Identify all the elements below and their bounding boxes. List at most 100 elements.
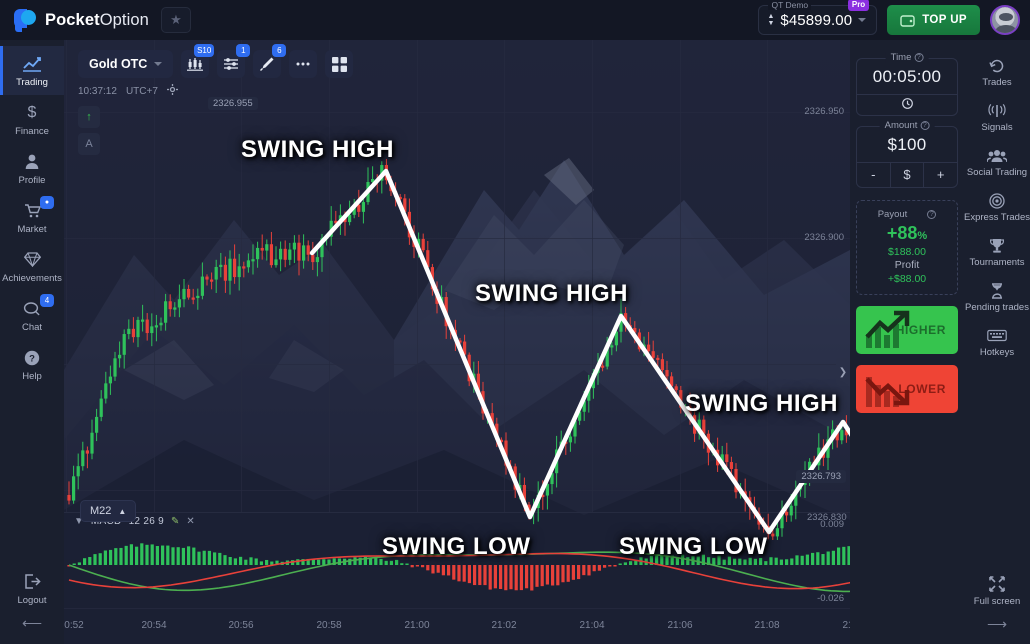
- indicators-button[interactable]: 1: [217, 44, 251, 78]
- time-axis: 0:52 20:54 20:56 20:58 21:00 21:02 21:04…: [64, 608, 850, 644]
- indicators-badge: 1: [236, 44, 251, 57]
- sidebar-item-profile[interactable]: Profile: [0, 144, 64, 193]
- chevron-down-icon[interactable]: [858, 18, 867, 22]
- account-balance-selector[interactable]: QT Demo Pro ▲ ▼ $45899.00: [758, 0, 878, 35]
- chart-clock: 10:37:12: [78, 85, 117, 97]
- balance-amount: $45899.00: [780, 11, 853, 29]
- question-circle-icon[interactable]: ?: [927, 210, 937, 219]
- drawing-tools-button[interactable]: 6: [253, 44, 287, 78]
- pocket-option-logo-icon: [14, 9, 36, 32]
- layout-button[interactable]: [325, 50, 354, 78]
- gridline-vertical: [592, 40, 593, 512]
- time-value[interactable]: 00:05:00: [872, 67, 942, 86]
- sidebar-item-trading[interactable]: Trading: [0, 46, 64, 95]
- fullscreen-icon: [989, 575, 1005, 593]
- time-tick: 21:04: [579, 620, 605, 631]
- chart-area[interactable]: Gold OTC S10 1 6: [64, 40, 850, 644]
- draw-icon: [260, 57, 274, 71]
- account-switch-icon[interactable]: ▲ ▼: [767, 13, 775, 27]
- arrow-left-icon[interactable]: ⟵: [21, 615, 43, 631]
- gridline-horizontal: [64, 238, 850, 239]
- top-up-label: TOP UP: [922, 14, 967, 26]
- rightnav-item-signals[interactable]: Signals: [964, 95, 1030, 140]
- brand-name-light: Option: [99, 10, 149, 29]
- gridline-vertical: [329, 40, 330, 512]
- payout-percent-unit: %: [917, 230, 928, 242]
- time-field[interactable]: Time ? 00:05:00: [856, 52, 958, 116]
- account-label: QT Demo: [768, 0, 812, 10]
- text-tool-icon[interactable]: A: [78, 133, 100, 155]
- history-icon: [989, 57, 1005, 75]
- indicators-icon: [224, 58, 239, 70]
- macd-panel: ▼ MACD 12 26 9 ✎ ✕ 0.009 -0.026: [64, 512, 850, 608]
- macd-scale-top: 0.009: [820, 519, 844, 530]
- higher-button[interactable]: HIGHER: [856, 306, 958, 354]
- gear-icon[interactable]: [166, 84, 178, 98]
- dollar-icon: $: [27, 103, 37, 121]
- time-tick: 21:10: [842, 620, 850, 631]
- lower-button[interactable]: LOWER: [856, 365, 958, 413]
- annotation-swing-low-2: SWING LOW: [619, 533, 768, 560]
- diamond-icon: [23, 250, 41, 269]
- gridline-vertical: [680, 40, 681, 512]
- question-circle-icon[interactable]: ?: [914, 53, 924, 62]
- arrow-right-icon[interactable]: ⟶: [986, 616, 1008, 632]
- pencil-icon[interactable]: ✎: [171, 516, 180, 527]
- amount-decrease-button[interactable]: -: [871, 167, 876, 182]
- svg-text:?: ?: [29, 353, 35, 364]
- price-axis: 2326.950 2326.900 2326.793: [796, 40, 850, 644]
- avatar[interactable]: [990, 5, 1020, 35]
- annotation-swing-high-1: SWING HIGH: [241, 136, 394, 163]
- sidebar-item-chat[interactable]: 4 Chat: [0, 291, 64, 340]
- sidebar-item-finance[interactable]: $ Finance: [0, 95, 64, 144]
- sidebar-item-help[interactable]: ? Help: [0, 340, 64, 389]
- rightnav-item-express-trades[interactable]: Express Trades: [964, 185, 1030, 230]
- question-circle-icon[interactable]: ?: [920, 121, 930, 130]
- sidebar-item-market[interactable]: ● Market: [0, 193, 64, 242]
- grid-layout-icon: [331, 56, 347, 72]
- annotation-swing-high-2: SWING HIGH: [475, 280, 628, 307]
- target-icon: [989, 192, 1005, 210]
- payout-header: Payout ?: [861, 209, 953, 220]
- sidebar-item-label: Market: [17, 224, 47, 235]
- top-bar: PocketOption ★ QT Demo Pro ▲ ▼ $45899.00 …: [0, 0, 1030, 40]
- brand-logo[interactable]: PocketOption: [0, 9, 149, 32]
- amount-field[interactable]: Amount ? $100 - $ +: [856, 120, 958, 188]
- rightnav-item-pending-trades[interactable]: Pending trades: [964, 275, 1030, 320]
- time-tick: 0:52: [64, 620, 84, 631]
- top-up-button[interactable]: TOP UP: [887, 5, 980, 35]
- rightnav-item-trades[interactable]: Trades: [964, 50, 1030, 95]
- chart-type-button[interactable]: S10: [181, 44, 215, 78]
- brand-name-bold: Pocket: [45, 10, 100, 29]
- close-icon[interactable]: ✕: [186, 516, 195, 527]
- right-sidebar: Trades Signals Social Trading Express Tr…: [964, 40, 1030, 644]
- amount-currency-button[interactable]: $: [889, 163, 924, 187]
- wallet-icon: [900, 14, 915, 27]
- asset-name: Gold OTC: [89, 57, 148, 71]
- fullscreen-label: Full screen: [973, 596, 1021, 608]
- macd-series: [67, 543, 850, 593]
- arrow-up-icon[interactable]: ↑: [78, 106, 100, 128]
- chevron-right-icon[interactable]: ❯: [836, 358, 850, 386]
- rightnav-item-social-trading[interactable]: Social Trading: [964, 140, 1030, 185]
- asset-selector[interactable]: Gold OTC: [78, 50, 174, 78]
- amount-value[interactable]: $100: [887, 135, 927, 154]
- timeframe-label: M22: [90, 505, 112, 517]
- rightnav-item-tournaments[interactable]: Tournaments: [964, 230, 1030, 275]
- logout-button[interactable]: Logout: [0, 572, 64, 606]
- favorites-star-icon[interactable]: ★: [160, 7, 191, 33]
- more-options-button[interactable]: [289, 50, 318, 78]
- caret-down-icon[interactable]: ▼: [74, 516, 84, 527]
- gridline-vertical: [66, 40, 67, 512]
- timeframe-selector[interactable]: M22 ▲: [80, 500, 137, 522]
- time-mode-toggle[interactable]: [857, 94, 957, 115]
- gridline-vertical: [241, 40, 242, 512]
- amount-increase-button[interactable]: +: [923, 163, 957, 187]
- rightnav-item-hotkeys[interactable]: Hotkeys: [964, 320, 1030, 365]
- gridline-vertical: [154, 40, 155, 512]
- sidebar-item-achievements[interactable]: Achievements: [0, 242, 64, 291]
- fullscreen-button[interactable]: Full screen: [964, 575, 1030, 608]
- time-tick: 21:02: [491, 620, 517, 631]
- logout-icon: [24, 572, 41, 591]
